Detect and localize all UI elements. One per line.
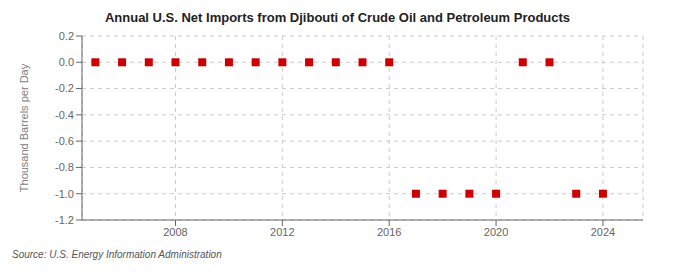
svg-text:2012: 2012: [270, 226, 294, 238]
html-text:Source: U.S. Energy Informatio: Source: U.S. Energy Information Administ…: [12, 249, 222, 260]
svg-text:-1.2: -1.2: [55, 214, 74, 226]
svg-text:-0.8: -0.8: [55, 161, 74, 173]
svg-text:2020: 2020: [484, 226, 508, 238]
svg-text:2008: 2008: [163, 226, 187, 238]
svg-text:2024: 2024: [591, 226, 615, 238]
html-text:Annual U.S. Net Imports from D: Annual U.S. Net Imports from Djibouti of…: [104, 10, 571, 25]
svg-text:Thousand Barrels per Day: Thousand Barrels per Day: [18, 63, 30, 192]
svg-text:2016: 2016: [377, 226, 401, 238]
svg-text:-0.6: -0.6: [55, 135, 74, 147]
svg-text:-0.2: -0.2: [55, 82, 74, 94]
svg-text:0.0: 0.0: [59, 56, 74, 68]
svg-text:0.2: 0.2: [59, 30, 74, 42]
svg-text:-1.0: -1.0: [55, 188, 74, 200]
svg-text:-0.4: -0.4: [55, 109, 74, 121]
